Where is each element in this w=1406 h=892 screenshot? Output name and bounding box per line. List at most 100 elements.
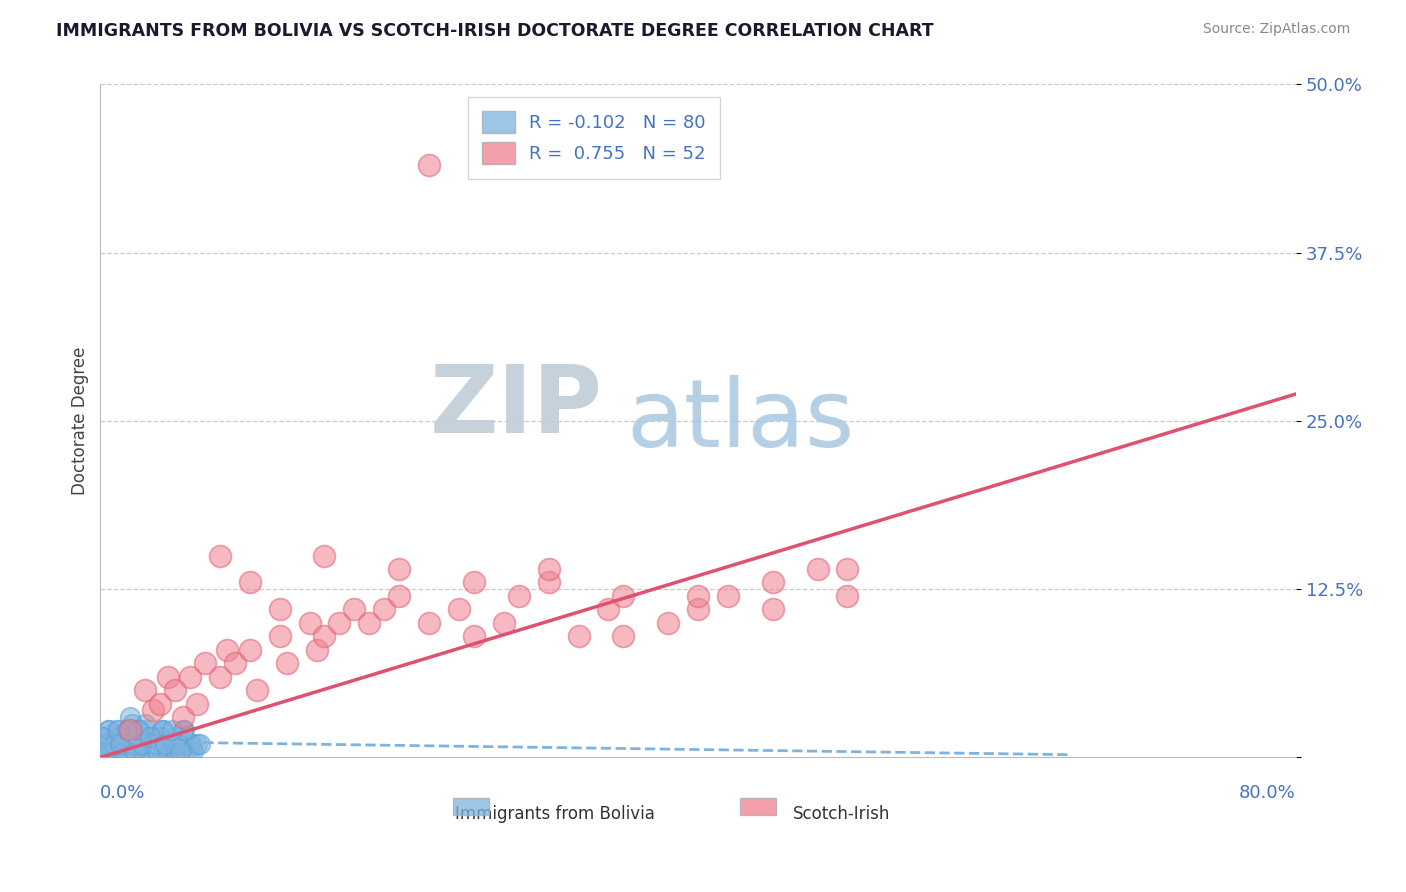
Point xyxy=(134,723,156,738)
Point xyxy=(131,744,153,758)
Point xyxy=(269,602,291,616)
Point xyxy=(179,737,201,751)
Point xyxy=(131,737,153,751)
Point xyxy=(117,723,139,738)
Point xyxy=(98,723,121,738)
Point xyxy=(153,737,176,751)
Point xyxy=(537,575,560,590)
Point xyxy=(136,744,159,758)
Point xyxy=(181,744,204,758)
Point xyxy=(762,575,785,590)
Point xyxy=(127,723,149,738)
Point xyxy=(418,158,440,172)
Point xyxy=(160,723,183,738)
Point xyxy=(156,747,179,761)
Point xyxy=(124,744,146,758)
Point xyxy=(114,747,136,761)
Point xyxy=(224,656,246,670)
Point xyxy=(142,737,165,751)
Point xyxy=(129,737,152,751)
Point xyxy=(117,723,139,738)
Point xyxy=(149,697,172,711)
Point xyxy=(807,562,830,576)
Point xyxy=(447,602,470,616)
Point xyxy=(94,744,117,758)
Point xyxy=(96,737,118,751)
Point xyxy=(150,723,173,738)
Point xyxy=(239,575,262,590)
Text: 0.0%: 0.0% xyxy=(100,784,146,802)
Point xyxy=(128,723,150,738)
Point xyxy=(135,737,157,751)
Point xyxy=(186,737,208,751)
Point xyxy=(97,723,120,738)
Point xyxy=(149,730,172,744)
Point xyxy=(180,737,202,751)
Point xyxy=(121,737,143,751)
Point xyxy=(165,744,187,758)
Point xyxy=(373,602,395,616)
Point xyxy=(146,737,169,751)
Text: 80.0%: 80.0% xyxy=(1239,784,1296,802)
Point xyxy=(101,737,124,751)
Point xyxy=(90,744,112,758)
Text: Immigrants from Bolivia: Immigrants from Bolivia xyxy=(454,805,655,822)
Legend: R = -0.102   N = 80, R =  0.755   N = 52: R = -0.102 N = 80, R = 0.755 N = 52 xyxy=(468,97,720,178)
Point xyxy=(165,737,187,751)
Point xyxy=(166,730,188,744)
Text: atlas: atlas xyxy=(626,375,855,467)
Point xyxy=(837,562,859,576)
Point xyxy=(208,549,231,563)
Point xyxy=(143,744,166,758)
Point xyxy=(157,744,180,758)
Point xyxy=(134,744,156,758)
Point xyxy=(508,589,530,603)
Point xyxy=(328,615,350,630)
Point xyxy=(598,602,620,616)
Point xyxy=(186,697,208,711)
Point xyxy=(612,629,634,643)
Point xyxy=(686,602,709,616)
Point xyxy=(169,744,191,758)
Point xyxy=(194,656,217,670)
FancyBboxPatch shape xyxy=(453,797,489,814)
Point xyxy=(149,730,172,744)
Point xyxy=(108,737,131,751)
Point xyxy=(167,737,190,751)
Point xyxy=(179,670,201,684)
Point xyxy=(246,683,269,698)
Point xyxy=(104,744,127,758)
Point xyxy=(120,730,142,744)
Point xyxy=(122,737,145,751)
Y-axis label: Doctorate Degree: Doctorate Degree xyxy=(72,347,89,495)
Point xyxy=(190,737,212,751)
Point xyxy=(142,730,165,744)
Point xyxy=(217,642,239,657)
Point xyxy=(537,562,560,576)
Point xyxy=(120,710,142,724)
Point xyxy=(165,683,187,698)
Point xyxy=(156,744,179,758)
Point xyxy=(179,744,201,758)
Point xyxy=(100,744,122,758)
FancyBboxPatch shape xyxy=(740,797,776,814)
Point xyxy=(463,575,485,590)
Point xyxy=(111,734,134,748)
Point xyxy=(305,642,328,657)
Point xyxy=(94,737,117,751)
Point xyxy=(105,723,128,738)
Point xyxy=(134,716,156,731)
Point xyxy=(98,744,121,758)
Point xyxy=(138,730,160,744)
Point xyxy=(492,615,515,630)
Point xyxy=(110,730,132,744)
Point xyxy=(837,589,859,603)
Point xyxy=(762,602,785,616)
Point xyxy=(91,730,114,744)
Point xyxy=(107,723,129,738)
Point xyxy=(136,737,159,751)
Point xyxy=(276,656,298,670)
Point xyxy=(567,629,589,643)
Point xyxy=(686,589,709,603)
Point xyxy=(463,629,485,643)
